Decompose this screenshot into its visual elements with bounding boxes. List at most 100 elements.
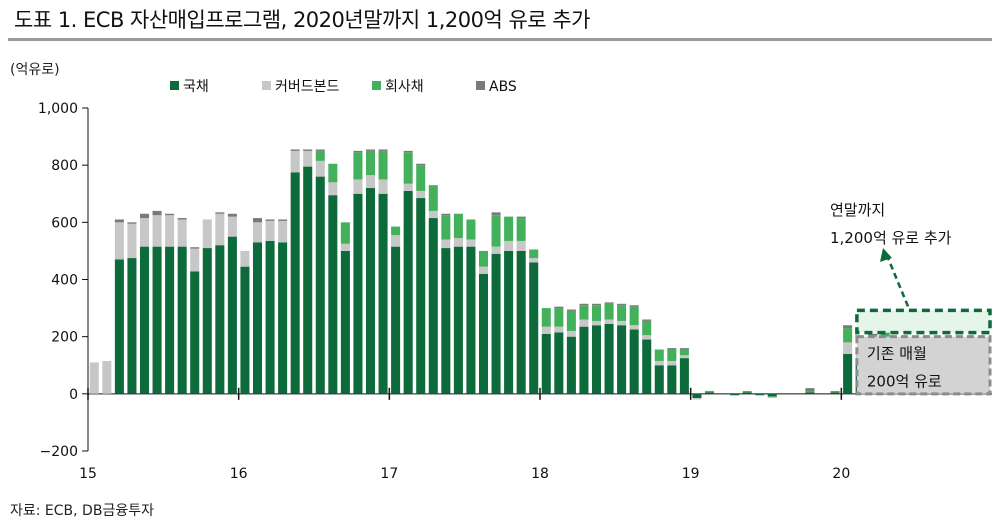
bar-segment	[328, 195, 338, 394]
bar-segment	[617, 303, 627, 306]
y-tick-label: 0	[69, 387, 78, 403]
bar-segment	[403, 152, 413, 184]
annotation-arrowhead	[880, 248, 892, 262]
bar-segment	[453, 246, 463, 394]
bar-segment	[830, 392, 840, 394]
bar-segment	[290, 150, 300, 173]
bar-segment	[353, 152, 363, 180]
bar-segment	[566, 309, 576, 311]
bar-segment	[617, 305, 627, 321]
legend-swatch	[476, 81, 485, 90]
bar-segment	[378, 193, 388, 394]
y-tick-label: 800	[51, 158, 78, 174]
bar-segment	[591, 320, 602, 326]
bar-segment	[591, 305, 602, 321]
bar-segment	[190, 271, 200, 394]
bar-segment	[127, 258, 137, 394]
bar-segment	[303, 166, 313, 394]
bar-segment	[667, 348, 677, 350]
bar-segment	[114, 259, 124, 394]
legend-label: ABS	[489, 79, 517, 95]
bar-segment	[403, 190, 413, 394]
bar-segment	[491, 215, 501, 247]
bar-segment	[491, 246, 501, 254]
bar-segment	[554, 332, 564, 394]
x-tick-label: 16	[230, 466, 248, 482]
bar-segment	[478, 266, 489, 274]
bar-segment	[566, 310, 576, 331]
bar-segment	[290, 172, 300, 394]
bar-segment	[303, 150, 313, 167]
bar-segment	[165, 215, 175, 247]
bar-segment	[554, 326, 564, 333]
bar-segment	[566, 330, 576, 337]
bar-segment	[679, 349, 689, 356]
bar-segment	[579, 319, 589, 327]
bar-segment	[679, 355, 689, 359]
added-purchase-box	[855, 308, 992, 335]
bar-segment	[114, 222, 124, 260]
bar-segment	[416, 198, 426, 394]
x-tick-label: 15	[79, 466, 97, 482]
bar-segment	[165, 213, 175, 216]
bar-segment	[654, 360, 664, 366]
bar-segment	[127, 223, 137, 259]
existing-purchase-label-line1: 기존 매월	[867, 345, 927, 363]
bar-segment	[315, 160, 325, 177]
bar-segment	[667, 349, 677, 361]
bar-segment	[604, 302, 614, 304]
bar-segment	[177, 219, 187, 247]
bar-segment	[742, 390, 752, 393]
bar-segment	[227, 236, 237, 394]
bar-segment	[202, 248, 212, 394]
legend: 국채 커버드본드 회사채 ABS	[170, 79, 517, 95]
bar-segment	[604, 303, 614, 320]
page-title: 도표 1. ECB 자산매입프로그램, 2020년말까지 1,200억 유로 추…	[14, 8, 590, 32]
y-tick-label: 600	[51, 215, 78, 231]
bar-segment	[541, 308, 551, 327]
axes: −200 0 200 400 600 800 1,000 15 16 17 18 19 20	[38, 101, 992, 482]
bar-segment	[805, 388, 815, 391]
legend-swatch	[262, 81, 271, 90]
bar-segment	[529, 249, 539, 259]
y-tick-label: 200	[51, 330, 78, 346]
legend-swatch	[372, 81, 381, 90]
bar-segment	[466, 219, 476, 240]
bar-segment	[265, 240, 275, 394]
bar-segment	[579, 326, 589, 394]
bar-segment	[805, 390, 815, 393]
bar-segment	[541, 333, 551, 394]
bar-segment	[642, 319, 652, 321]
bar-segment	[89, 362, 99, 394]
bar-segment	[755, 393, 765, 396]
legend-swatch	[170, 81, 179, 90]
bar-segment	[278, 242, 288, 394]
bar-segment	[240, 266, 250, 394]
bar-segment	[177, 218, 187, 220]
bar-segment	[554, 308, 564, 327]
bar-segment	[252, 242, 263, 394]
bar-segment	[529, 258, 539, 263]
bar-segment	[516, 216, 526, 219]
bar-segment	[403, 150, 413, 153]
y-unit-label: (억유로)	[10, 62, 60, 78]
legend-label: 회사채	[385, 79, 424, 95]
bar-segment	[378, 149, 388, 151]
bar-series	[89, 149, 890, 400]
bar-segment	[629, 306, 639, 326]
bar-segment	[315, 176, 325, 394]
bar-segment	[365, 150, 376, 176]
bar-segment	[391, 246, 401, 394]
bar-segment	[629, 305, 639, 307]
bar-segment	[453, 238, 463, 247]
bar-segment	[315, 149, 325, 151]
bar-segment	[391, 235, 401, 247]
legend-label: 커버드본드	[275, 79, 340, 95]
bar-segment	[428, 210, 438, 219]
bar-segment	[152, 246, 162, 394]
bar-segment	[692, 393, 702, 399]
bar-segment	[529, 262, 539, 394]
bar-segment	[604, 319, 614, 324]
bar-segment	[265, 219, 275, 221]
x-tick-label: 20	[832, 466, 850, 482]
